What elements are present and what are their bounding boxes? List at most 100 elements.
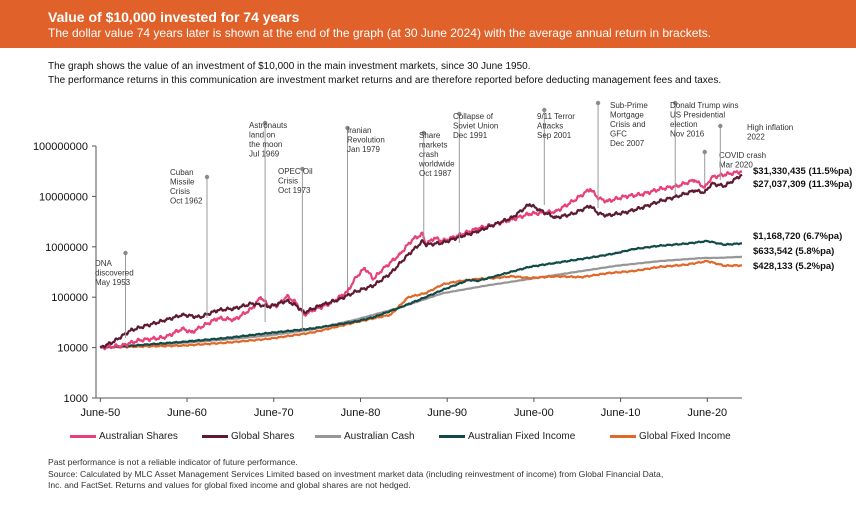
y-tick-label: 100000000 <box>33 141 88 153</box>
event-marker-dot <box>300 166 305 172</box>
legend-label: Global Fixed Income <box>639 431 731 442</box>
event-label: Collapse of Soviet Union Dec 1991 <box>453 112 498 140</box>
source-line-2: Inc. and FactSet. Returns and values for… <box>48 480 411 490</box>
x-tick-label: June-60 <box>167 407 207 419</box>
event-marker-dot <box>702 149 707 155</box>
event-label: Cuban Missile Crisis Oct 1962 <box>170 168 203 206</box>
y-tick-label: 1000000 <box>45 242 88 254</box>
event-label-line: Sub-Prime <box>610 101 648 110</box>
event-label-line: DNA <box>95 259 113 268</box>
event-label-line: Donald Trump wins <box>670 101 738 110</box>
y-tick-label: 1000 <box>64 393 88 405</box>
event-label-line: Iranian <box>347 126 371 135</box>
event-label-line: discovered <box>95 269 134 278</box>
event-label-line: GFC <box>610 130 627 139</box>
legend-label: Australian Cash <box>344 431 415 442</box>
event-marker-dot <box>204 174 210 180</box>
event-label-line: worldwide <box>418 160 455 169</box>
y-tick-label: 10000 <box>57 343 88 355</box>
event-label: COVID crash Mar 2020 <box>719 151 766 170</box>
event-label-line: the moon <box>249 140 282 149</box>
title-banner: Value of $10,000 invested for 74 years T… <box>0 0 856 48</box>
event-marker-dot <box>123 250 128 256</box>
event-label-line: Collapse of <box>453 112 494 121</box>
event-label-line: Sep 2001 <box>537 131 572 140</box>
disclaimer: Past performance is not a reliable indic… <box>48 457 298 467</box>
event-marker-dot <box>345 125 350 131</box>
event-label: High inflation 2022 <box>747 123 793 142</box>
event-marker-dot <box>421 130 426 136</box>
event-label-line: Nov 2016 <box>670 130 705 139</box>
event-label: Share markets crash worldwide Oct 1987 <box>418 131 455 178</box>
event-label: Astronauts land on the moon Jul 1969 <box>249 121 287 159</box>
x-tick-label: June-20 <box>687 407 727 419</box>
y-tick-label: 100000 <box>51 292 88 304</box>
legend-global-fixed-income: Global Fixed Income <box>610 431 731 442</box>
event-label-line: Oct 1962 <box>170 197 203 206</box>
event-label-line: Cuban <box>170 168 194 177</box>
event-marker-dot <box>262 120 268 126</box>
event-label-line: Crisis <box>278 177 298 186</box>
intro-line-2: The performance returns in this communic… <box>48 75 722 86</box>
legend-swatch <box>610 434 636 438</box>
event-label: Iranian Revolution Jan 1979 <box>347 126 385 154</box>
event-label-line: markets <box>419 141 447 150</box>
event-label-line: Mar 2020 <box>719 161 753 170</box>
series-line-australian-cash <box>100 255 743 349</box>
series-line-global-fixed-income <box>99 259 743 350</box>
event-label: Donald Trump wins US Presidential election… <box>670 101 738 139</box>
event-label: 9/11 Terror Attacks Sep 2001 <box>537 112 575 140</box>
chart-subtitle: The dollar value 74 years later is shown… <box>48 26 712 40</box>
legend-australian-shares: Australian Shares <box>70 431 178 442</box>
event-label-line: Missile <box>170 178 195 187</box>
event-label-line: Crisis <box>170 187 190 196</box>
event-label-line: Dec 1991 <box>453 131 488 140</box>
event-label-line: Crisis and <box>610 120 646 129</box>
event-label-line: Oct 1987 <box>419 169 452 178</box>
event-label-line: Dec 2007 <box>610 139 645 148</box>
growth-chart: 1000 10000 100000 1000000 10000000 100000000 J… <box>33 100 852 419</box>
event-label-line: crash <box>419 150 439 159</box>
x-tick-label: June-80 <box>341 407 381 419</box>
x-tick-label: June-50 <box>80 407 120 419</box>
event-label-line: election <box>670 120 698 129</box>
series-line-australian-fixed-income <box>100 239 743 350</box>
event-label-line: COVID crash <box>719 151 766 160</box>
legend-label: Global Shares <box>231 431 295 442</box>
end-value-label: $27,037,309 (11.3%pa) <box>753 179 852 190</box>
event-label-line: Mortgage <box>610 111 644 120</box>
end-value-label: $428,133 (5.2%pa) <box>753 261 834 272</box>
legend-swatch <box>202 434 228 438</box>
event-label: DNA discovered May 1953 <box>95 259 134 287</box>
x-tick-label: June-90 <box>427 407 467 419</box>
legend-swatch <box>315 434 341 438</box>
legend-australian-cash: Australian Cash <box>315 431 415 442</box>
event-label-line: Jan 1979 <box>347 145 380 154</box>
event-label-line: Oct 1973 <box>278 186 311 195</box>
event-label-line: 2022 <box>747 133 765 142</box>
source-line-1: Source: Calculated by MLC Asset Manageme… <box>48 469 664 479</box>
event-label-line: Revolution <box>347 136 385 145</box>
intro-line-1: The graph shows the value of an investme… <box>48 61 531 72</box>
end-value-label: $1,168,720 (6.7%pa) <box>753 231 842 242</box>
event-label-line: Share <box>419 131 441 140</box>
legend-global-shares: Global Shares <box>202 431 294 442</box>
x-tick-label: June-70 <box>254 407 294 419</box>
event-label-line: US Presidential <box>670 111 725 120</box>
y-tick-label: 10000000 <box>39 191 88 203</box>
legend-swatch <box>70 434 96 438</box>
event-label: Sub-Prime Mortgage Crisis and GFC Dec 2007 <box>610 101 648 148</box>
event-label-line: Soviet Union <box>453 122 498 131</box>
event-label-line: 9/11 Terror <box>537 112 575 121</box>
end-value-label: $31,330,435 (11.5%pa) <box>753 166 852 177</box>
event-label-line: High inflation <box>747 123 793 132</box>
event-marker-dot <box>595 100 601 106</box>
chart-title: Value of $10,000 invested for 74 years <box>48 9 300 25</box>
event-marker-dot <box>718 123 723 129</box>
event-label: OPEC Oil Crisis Oct 1973 <box>278 167 313 195</box>
event-label-line: Astronauts <box>249 121 287 130</box>
event-marker-dot <box>457 111 462 117</box>
event-label-line: Attacks <box>537 122 563 131</box>
series-line-australian-shares <box>99 170 743 351</box>
event-label-line: OPEC Oil <box>278 167 313 176</box>
